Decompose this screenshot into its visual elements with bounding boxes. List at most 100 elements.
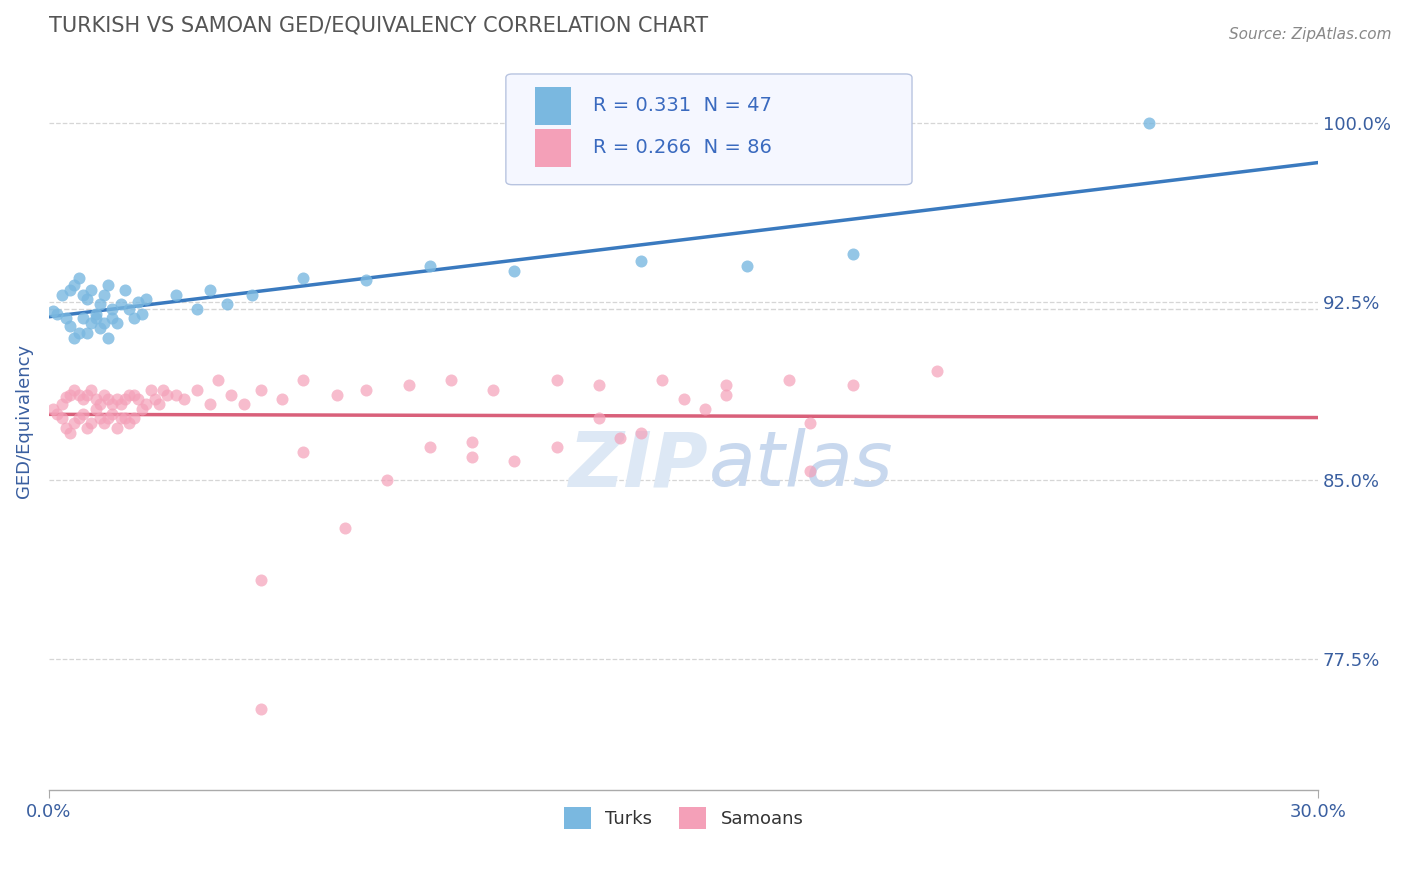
Point bbox=[51, 411, 73, 425]
Point bbox=[118, 387, 141, 401]
Point bbox=[377, 474, 399, 488]
Point bbox=[93, 387, 115, 401]
Point bbox=[219, 387, 242, 401]
Point bbox=[97, 278, 120, 293]
Point bbox=[148, 397, 170, 411]
Point bbox=[80, 283, 103, 297]
Point bbox=[291, 373, 314, 387]
Point bbox=[135, 397, 157, 411]
Point bbox=[693, 401, 716, 416]
Y-axis label: GED/Equivalency: GED/Equivalency bbox=[15, 343, 32, 498]
Point bbox=[89, 411, 111, 425]
Point bbox=[67, 387, 90, 401]
Point bbox=[165, 387, 187, 401]
Point bbox=[84, 401, 107, 416]
Point bbox=[72, 392, 94, 407]
Text: atlas: atlas bbox=[709, 428, 893, 502]
Point bbox=[799, 464, 821, 478]
Point bbox=[122, 387, 145, 401]
FancyBboxPatch shape bbox=[506, 74, 912, 185]
Point bbox=[398, 378, 420, 392]
Point bbox=[588, 411, 610, 425]
Point bbox=[97, 411, 120, 425]
Point bbox=[207, 373, 229, 387]
Point bbox=[127, 392, 149, 407]
Point bbox=[714, 387, 737, 401]
Point bbox=[97, 392, 120, 407]
Point bbox=[55, 390, 77, 404]
Point bbox=[240, 287, 263, 301]
Point bbox=[118, 301, 141, 316]
Point bbox=[139, 383, 162, 397]
Point bbox=[114, 283, 136, 297]
Point bbox=[84, 392, 107, 407]
Point bbox=[72, 287, 94, 301]
Point bbox=[105, 316, 128, 330]
Point bbox=[131, 307, 153, 321]
Point bbox=[42, 304, 65, 318]
Point bbox=[186, 301, 208, 316]
Point bbox=[67, 271, 90, 285]
Point bbox=[186, 383, 208, 397]
Point bbox=[842, 247, 865, 261]
Text: ZIP: ZIP bbox=[569, 428, 709, 502]
Point bbox=[105, 421, 128, 435]
Point bbox=[63, 383, 86, 397]
Point bbox=[546, 373, 568, 387]
Point bbox=[461, 450, 484, 464]
Point bbox=[419, 440, 441, 454]
Point bbox=[333, 521, 356, 535]
Point bbox=[198, 397, 221, 411]
Point bbox=[630, 425, 652, 440]
Text: Source: ZipAtlas.com: Source: ZipAtlas.com bbox=[1229, 27, 1392, 42]
Point bbox=[101, 407, 124, 421]
Point bbox=[67, 411, 90, 425]
Point bbox=[270, 392, 292, 407]
Point bbox=[143, 392, 166, 407]
Point bbox=[1137, 116, 1160, 130]
Point bbox=[114, 392, 136, 407]
Point bbox=[173, 392, 195, 407]
Point bbox=[46, 307, 69, 321]
Point bbox=[80, 316, 103, 330]
Bar bbox=[536, 87, 571, 125]
Point bbox=[165, 287, 187, 301]
Point bbox=[51, 397, 73, 411]
Point bbox=[89, 321, 111, 335]
Point bbox=[672, 392, 695, 407]
Point bbox=[122, 311, 145, 326]
Point bbox=[482, 383, 505, 397]
Text: R = 0.266  N = 86: R = 0.266 N = 86 bbox=[593, 138, 772, 157]
Point bbox=[799, 417, 821, 431]
Point bbox=[291, 445, 314, 459]
Point bbox=[546, 440, 568, 454]
Point bbox=[59, 387, 82, 401]
Point bbox=[118, 417, 141, 431]
Point bbox=[152, 383, 174, 397]
Point bbox=[114, 411, 136, 425]
Point bbox=[110, 411, 132, 425]
Point bbox=[927, 364, 949, 378]
Point bbox=[46, 407, 69, 421]
Point bbox=[72, 407, 94, 421]
Point bbox=[291, 271, 314, 285]
Point bbox=[356, 383, 378, 397]
Point bbox=[80, 417, 103, 431]
Point bbox=[419, 259, 441, 273]
Point bbox=[101, 397, 124, 411]
Point bbox=[356, 273, 378, 287]
Point bbox=[93, 287, 115, 301]
Point bbox=[714, 378, 737, 392]
Point bbox=[93, 316, 115, 330]
Point bbox=[461, 435, 484, 450]
Point bbox=[63, 278, 86, 293]
Point bbox=[63, 417, 86, 431]
Point bbox=[127, 294, 149, 309]
Point bbox=[97, 330, 120, 344]
Point bbox=[84, 307, 107, 321]
Point bbox=[122, 411, 145, 425]
Point bbox=[59, 283, 82, 297]
Point bbox=[215, 297, 238, 311]
Point bbox=[842, 378, 865, 392]
Point bbox=[59, 425, 82, 440]
